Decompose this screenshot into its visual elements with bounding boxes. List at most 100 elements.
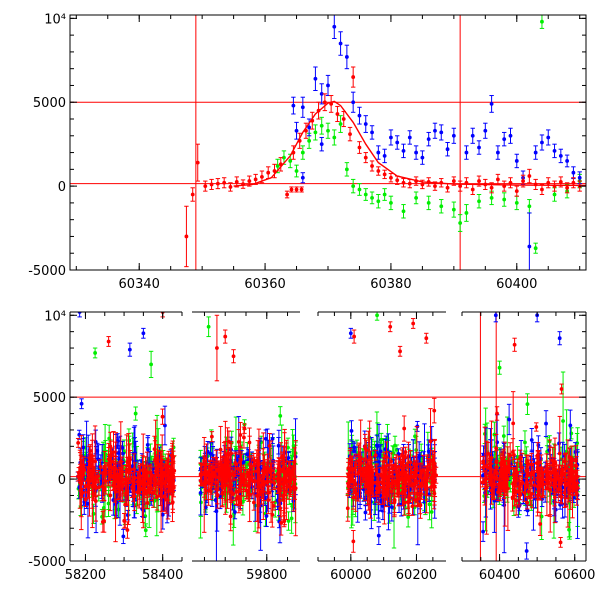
data-point	[382, 169, 387, 180]
data-point	[319, 116, 324, 135]
data-point	[432, 122, 438, 139]
axis-break-gap	[447, 310, 461, 313]
data-point	[470, 183, 475, 196]
outlier-point	[512, 337, 517, 352]
data-point	[351, 529, 356, 553]
data-point	[286, 511, 291, 531]
data-point	[313, 124, 318, 141]
data-point	[527, 168, 532, 184]
data-point	[247, 175, 252, 187]
data-point	[143, 523, 148, 538]
data-point	[569, 427, 574, 440]
data-point	[125, 521, 130, 539]
data-point	[388, 173, 394, 183]
data-point	[564, 154, 570, 168]
y-tick-label: 5000	[33, 96, 66, 111]
data-point	[319, 136, 324, 152]
data-point	[439, 199, 444, 214]
y-tick-label: -5000	[28, 555, 66, 570]
outlier-point	[133, 406, 138, 421]
data-point	[313, 66, 318, 91]
data-point	[284, 190, 290, 199]
data-point	[457, 214, 463, 232]
data-point	[272, 163, 277, 179]
outlier-point	[351, 329, 357, 344]
data-point	[501, 180, 507, 192]
data-point	[124, 434, 129, 505]
data-point	[407, 130, 413, 145]
data-point	[413, 145, 419, 160]
data-point	[344, 162, 350, 177]
outlier-point	[106, 336, 111, 347]
data-point	[161, 464, 167, 482]
x-tick-label: 58400	[142, 568, 183, 583]
data-point	[426, 131, 431, 147]
data-point	[91, 458, 96, 486]
data-point	[278, 406, 283, 426]
data-point	[221, 177, 227, 189]
data-point	[164, 485, 169, 514]
data-point	[75, 437, 81, 448]
data-point	[495, 173, 501, 185]
data-point	[170, 491, 175, 514]
data-point	[281, 150, 287, 165]
x-tick-label: 60380	[370, 277, 411, 292]
data-point	[539, 134, 545, 151]
data-point	[388, 129, 394, 146]
data-point	[552, 180, 557, 192]
outlier-point	[231, 349, 236, 364]
data-point	[107, 454, 112, 479]
axis-break-gap	[183, 310, 191, 313]
outlier-point	[388, 321, 393, 333]
data-point	[350, 178, 356, 194]
data-point	[413, 191, 419, 205]
data-point	[184, 205, 189, 268]
data-point	[341, 110, 346, 128]
x-tick-label: 60400	[496, 277, 537, 292]
data-point	[501, 192, 507, 207]
outlier-point	[497, 360, 502, 375]
data-point	[169, 461, 174, 485]
data-point	[300, 172, 306, 184]
data-point	[132, 462, 138, 494]
data-point	[141, 433, 146, 529]
data-point	[376, 526, 381, 546]
data-point	[451, 127, 457, 144]
data-point	[552, 143, 557, 159]
data-point	[495, 145, 501, 160]
data-point	[534, 422, 539, 432]
data-point	[156, 449, 161, 479]
data-point	[240, 179, 246, 189]
data-point	[401, 204, 406, 219]
data-point	[426, 195, 431, 211]
y-tick-label: 10⁴	[44, 309, 66, 324]
data-point	[350, 66, 356, 88]
outlier-point	[223, 329, 228, 344]
fit-curve	[233, 100, 586, 187]
data-point	[363, 152, 368, 164]
data-point	[464, 177, 469, 189]
data-point	[350, 91, 356, 113]
data-point	[445, 183, 450, 193]
data-point	[322, 93, 328, 112]
data-point	[289, 186, 294, 193]
data-point	[325, 122, 331, 139]
data-point	[87, 468, 93, 485]
data-point	[357, 141, 362, 154]
data-point	[494, 406, 500, 421]
data-point	[483, 122, 488, 139]
data-point	[564, 182, 570, 194]
data-point	[571, 166, 576, 180]
data-point	[137, 480, 142, 500]
x-tick-label: 58200	[65, 568, 106, 583]
outlier-point	[410, 318, 416, 329]
data-point	[190, 187, 195, 202]
y-tick-label: 5000	[33, 391, 66, 406]
outlier-point	[79, 398, 84, 410]
data-point	[215, 178, 221, 190]
data-point	[121, 528, 126, 545]
data-point	[344, 44, 350, 70]
data-point	[476, 194, 482, 209]
top-panel: 60340 60360 60380 60400 -5000 0 5000 10⁴	[28, 12, 587, 292]
bottom-panel: 58200 58400 59800 60000 60200 60400 60600 -5000…	[28, 309, 595, 583]
